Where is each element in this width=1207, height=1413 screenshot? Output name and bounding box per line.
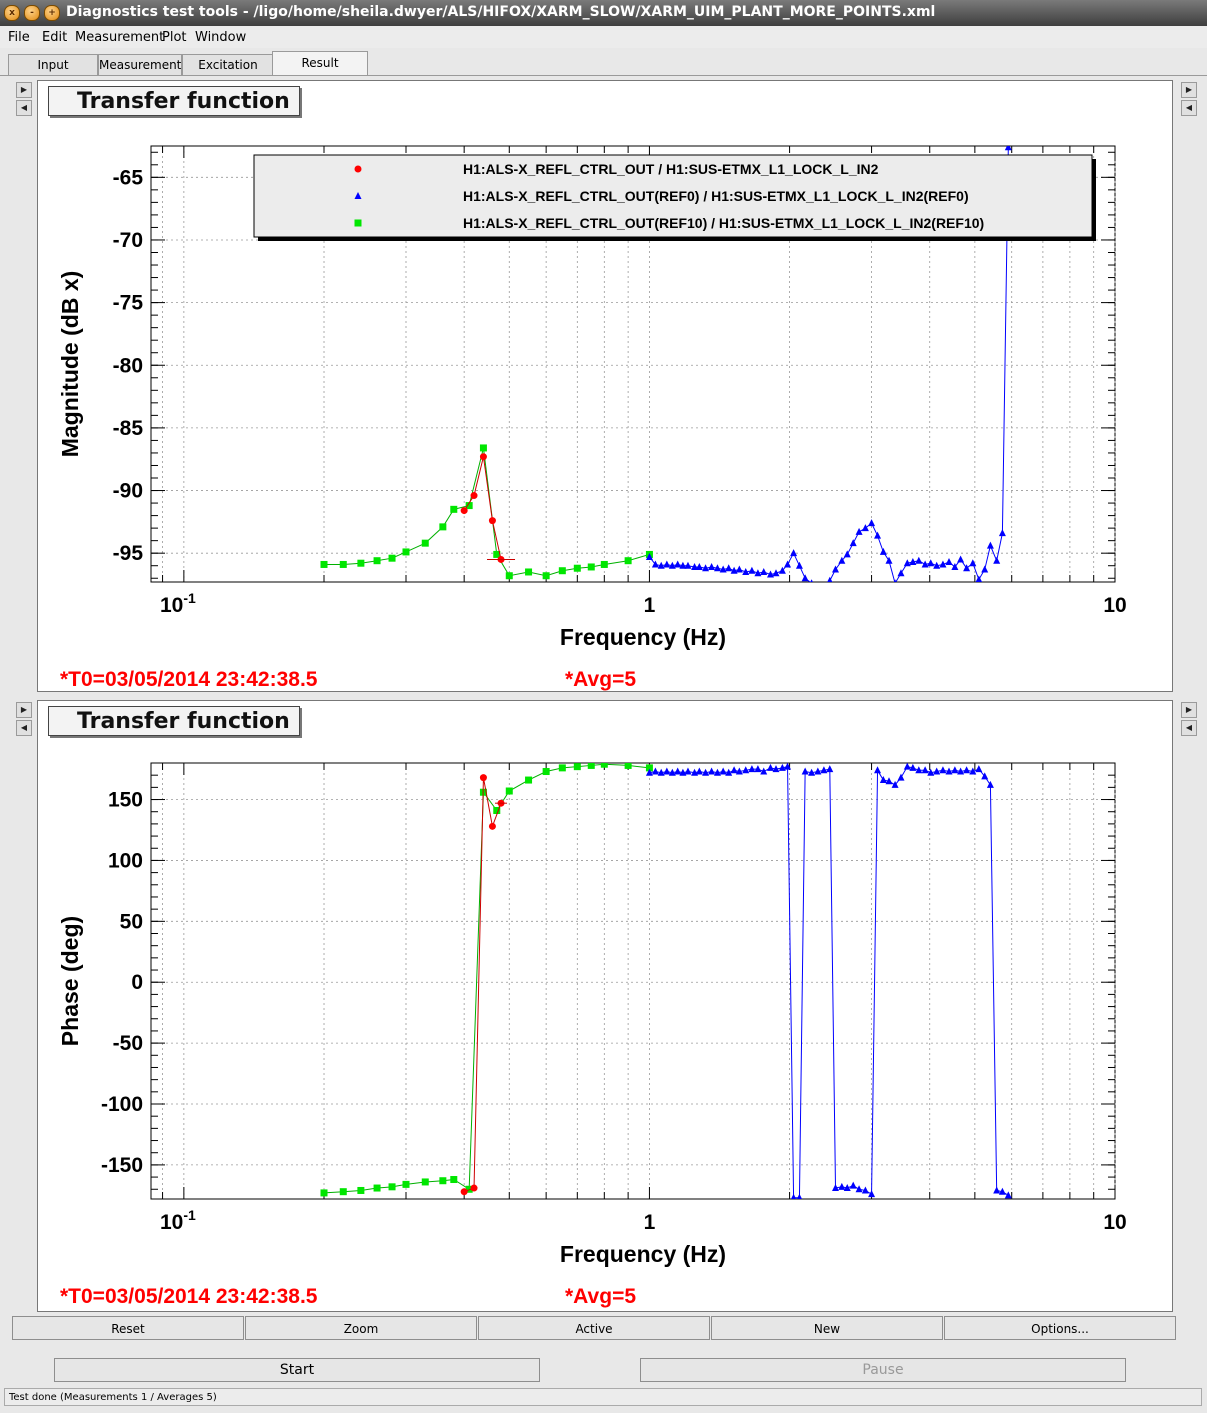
status-bar: Test done (Measurements 1 / Averages 5): [4, 1388, 1202, 1406]
tab-bar: Input Measurement Excitation Result: [0, 50, 1207, 76]
scroll-left-icon[interactable]: ◀: [1181, 100, 1197, 116]
scroll-left-icon[interactable]: ◀: [16, 100, 32, 116]
zoom-button[interactable]: Zoom: [245, 1316, 477, 1340]
maximize-icon[interactable]: +: [44, 5, 60, 21]
menu-file[interactable]: File: [8, 30, 30, 45]
magnitude-panel: [37, 80, 1173, 692]
phase-panel: [37, 700, 1173, 1312]
tab-measurement[interactable]: Measurement: [98, 54, 182, 75]
active-button[interactable]: Active: [478, 1316, 710, 1340]
scroll-left-icon[interactable]: ◀: [1181, 720, 1197, 736]
plot-type-selector[interactable]: Transfer function: [48, 706, 300, 736]
minimize-icon[interactable]: -: [24, 5, 40, 21]
window-title: Diagnostics test tools - /ligo/home/shei…: [66, 4, 936, 20]
menu-window[interactable]: Window: [195, 30, 247, 45]
tab-result[interactable]: Result: [272, 51, 368, 76]
start-button[interactable]: Start: [54, 1358, 540, 1382]
tab-excitation[interactable]: Excitation: [182, 54, 274, 75]
options-button[interactable]: Options...: [944, 1316, 1176, 1340]
close-icon[interactable]: x: [4, 5, 20, 21]
menu-edit[interactable]: Edit: [42, 30, 68, 45]
pause-button[interactable]: Pause: [640, 1358, 1126, 1382]
tab-input[interactable]: Input: [8, 54, 98, 75]
window-titlebar: x - + Diagnostics test tools - /ligo/hom…: [0, 0, 1207, 26]
menu-measurement[interactable]: Measurement: [75, 30, 165, 45]
menu-plot[interactable]: Plot: [162, 30, 187, 45]
scroll-right-icon[interactable]: ▶: [1181, 702, 1197, 718]
tab-divider: [0, 75, 1207, 76]
scroll-right-icon[interactable]: ▶: [16, 702, 32, 718]
scroll-right-icon[interactable]: ▶: [1181, 82, 1197, 98]
new-button[interactable]: New: [711, 1316, 943, 1340]
scroll-right-icon[interactable]: ▶: [16, 82, 32, 98]
scroll-left-icon[interactable]: ◀: [16, 720, 32, 736]
menu-bar: File Edit Measurement Plot Window: [0, 26, 1207, 48]
plot-type-selector[interactable]: Transfer function: [48, 86, 300, 116]
reset-button[interactable]: Reset: [12, 1316, 244, 1340]
